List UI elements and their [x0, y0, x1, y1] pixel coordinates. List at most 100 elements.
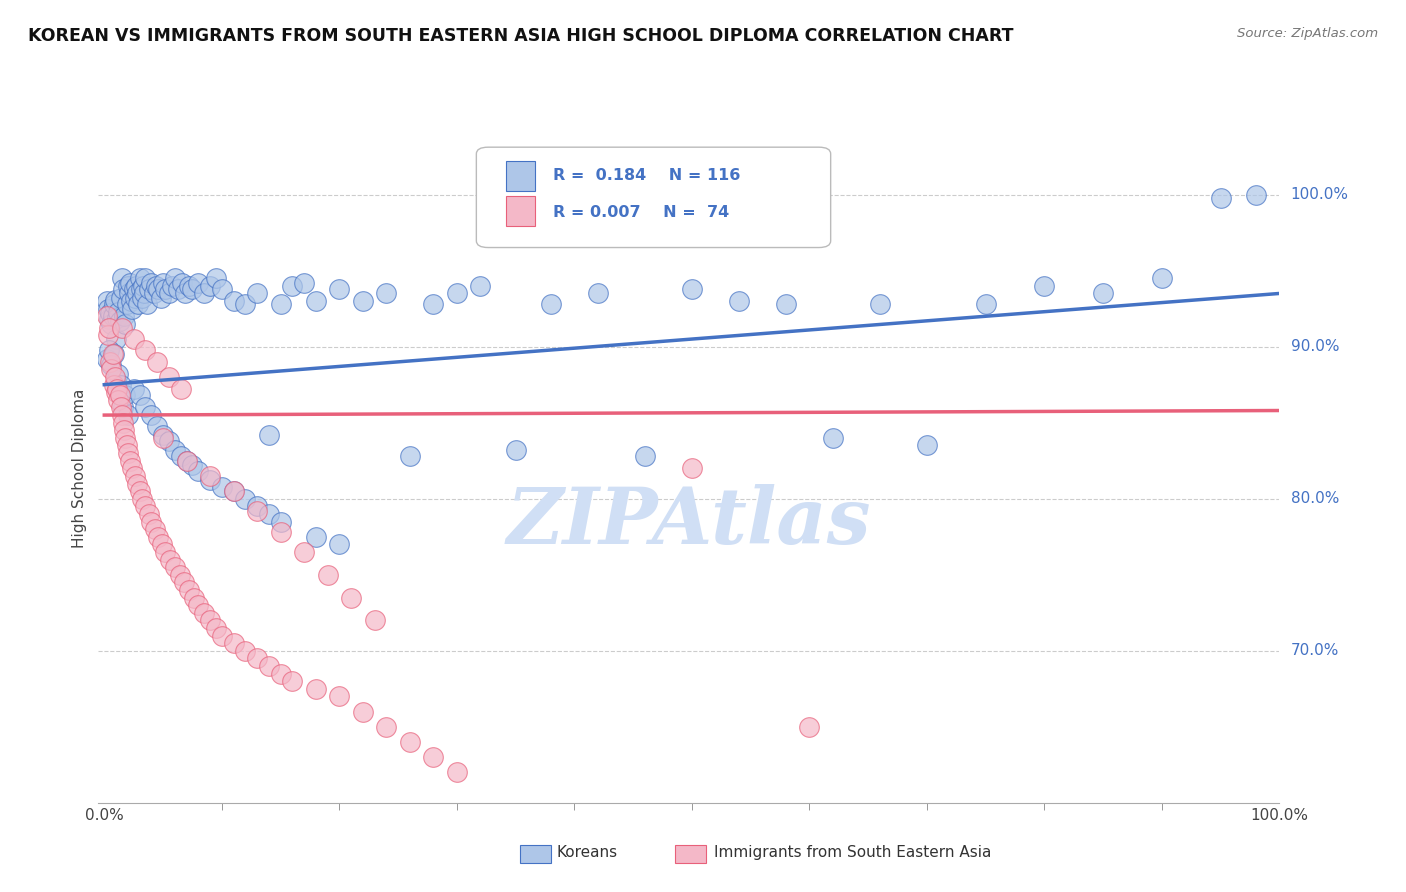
Point	[128, 271, 150, 285]
Point	[170, 449, 193, 463]
Point	[141, 515, 163, 529]
Point	[132, 278, 155, 293]
Point	[211, 479, 233, 493]
Point	[111, 408, 134, 422]
Point	[270, 666, 292, 681]
Point	[159, 552, 181, 566]
Point	[157, 286, 180, 301]
Point	[125, 278, 148, 293]
Point	[104, 293, 127, 307]
Point	[157, 434, 180, 448]
Point	[121, 461, 143, 475]
Point	[446, 286, 468, 301]
Text: Koreans: Koreans	[557, 846, 617, 860]
Point	[681, 282, 703, 296]
Point	[128, 484, 150, 499]
Point	[170, 276, 193, 290]
Point	[176, 453, 198, 467]
Point	[869, 297, 891, 311]
Point	[183, 591, 205, 605]
Point	[375, 286, 398, 301]
Point	[163, 560, 186, 574]
Point	[148, 530, 170, 544]
Point	[1209, 191, 1232, 205]
Point	[222, 484, 245, 499]
Point	[117, 408, 139, 422]
Point	[211, 282, 233, 296]
Point	[150, 537, 173, 551]
Point	[163, 443, 186, 458]
Point	[821, 431, 844, 445]
Point	[146, 418, 169, 433]
Point	[187, 276, 209, 290]
Point	[120, 293, 142, 308]
Point	[193, 606, 215, 620]
Point	[96, 310, 118, 324]
Point	[98, 355, 121, 369]
Point	[135, 297, 157, 311]
Point	[470, 278, 492, 293]
Point	[305, 530, 328, 544]
Point	[110, 401, 132, 415]
Point	[134, 343, 156, 357]
Point	[107, 304, 129, 318]
Point	[176, 453, 198, 467]
Point	[157, 370, 180, 384]
Point	[149, 291, 172, 305]
Point	[98, 321, 121, 335]
Point	[96, 351, 118, 366]
Point	[540, 297, 562, 311]
Point	[257, 428, 280, 442]
Point	[105, 385, 128, 400]
Point	[112, 416, 135, 430]
Point	[138, 282, 160, 296]
Point	[352, 705, 374, 719]
Point	[162, 278, 184, 293]
Point	[97, 327, 120, 342]
Y-axis label: High School Diploma: High School Diploma	[72, 389, 87, 548]
Point	[141, 276, 163, 290]
Point	[246, 651, 269, 665]
Point	[100, 317, 122, 331]
Point	[281, 674, 304, 689]
Point	[1150, 271, 1173, 285]
Point	[98, 312, 121, 326]
Point	[1092, 286, 1115, 301]
Point	[112, 310, 135, 324]
Point	[328, 282, 350, 296]
Point	[352, 293, 374, 308]
Point	[167, 282, 190, 296]
Point	[363, 613, 385, 627]
Point	[124, 291, 146, 305]
Point	[105, 310, 128, 325]
Point	[108, 314, 131, 328]
Point	[316, 567, 339, 582]
Point	[131, 291, 153, 305]
Point	[107, 367, 129, 381]
Point	[177, 582, 200, 597]
Point	[155, 282, 177, 296]
Point	[152, 428, 174, 442]
Point	[305, 681, 328, 696]
Point	[375, 720, 398, 734]
Point	[112, 423, 135, 437]
Point	[114, 317, 136, 331]
Point	[112, 401, 135, 415]
Point	[198, 474, 221, 488]
Point	[292, 545, 315, 559]
Point	[143, 522, 166, 536]
Point	[101, 310, 124, 324]
Point	[170, 382, 193, 396]
Point	[124, 469, 146, 483]
Point	[127, 286, 149, 301]
Point	[233, 644, 256, 658]
Point	[127, 476, 149, 491]
Text: Source: ZipAtlas.com: Source: ZipAtlas.com	[1237, 27, 1378, 40]
Point	[111, 321, 134, 335]
Point	[105, 382, 128, 396]
Point	[775, 297, 797, 311]
Point	[305, 293, 328, 308]
Point	[98, 306, 121, 320]
Point	[257, 659, 280, 673]
Point	[270, 297, 292, 311]
